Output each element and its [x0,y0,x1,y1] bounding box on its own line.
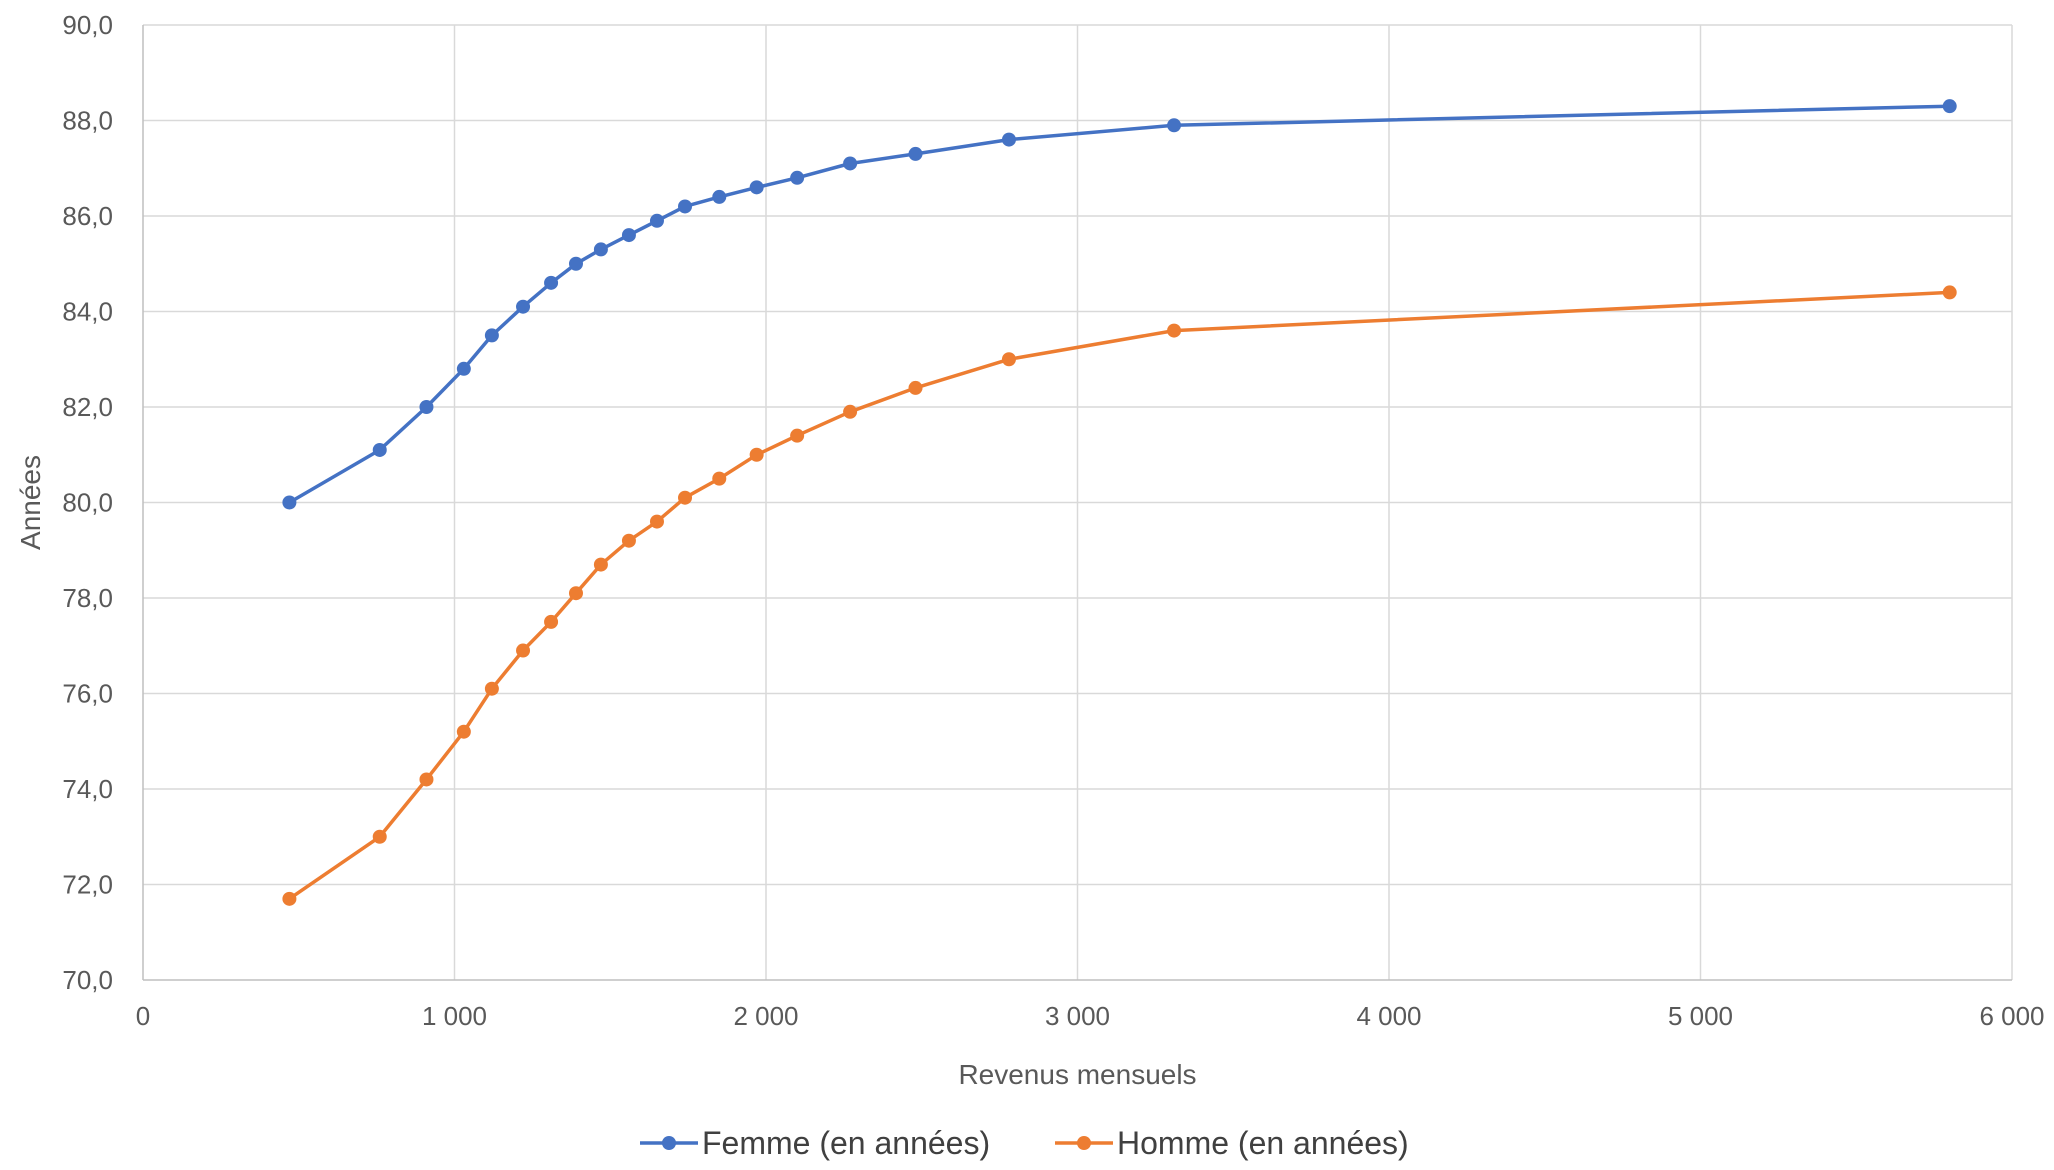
data-point [649,514,664,529]
data-point [593,242,608,257]
data-point [649,213,664,228]
data-point [516,643,531,658]
data-point [1167,323,1182,338]
data-point [678,199,693,214]
y-tick-label: 90,0 [62,10,113,40]
y-tick-label: 72,0 [62,870,113,900]
y-tick-label: 88,0 [62,106,113,136]
y-tick-label: 74,0 [62,774,113,804]
data-point [282,495,297,510]
data-point [484,328,499,343]
data-point [790,428,805,443]
y-tick-label: 82,0 [62,392,113,422]
data-point [419,400,434,414]
x-tick-label: 4 000 [1356,1001,1421,1031]
data-point [843,156,858,171]
data-point [568,586,583,601]
series-1 [282,99,1957,510]
y-tick-label: 78,0 [62,583,113,613]
data-point [1167,118,1182,133]
y-axis-title: Années [15,455,46,550]
legend-item: Femme (en années) [640,1125,990,1161]
x-tick-label: 0 [136,1001,150,1031]
data-point [419,772,434,787]
data-point [1001,132,1016,147]
x-tick-label: 3 000 [1045,1001,1110,1031]
y-tick-label: 86,0 [62,201,113,231]
data-point [372,442,387,457]
legend-marker [662,1136,676,1150]
x-tick-label: 1 000 [422,1001,487,1031]
data-point [1942,285,1957,300]
legend-label: Homme (en années) [1117,1125,1409,1161]
data-point [544,275,559,290]
legend-item: Homme (en années) [1055,1125,1409,1161]
series-layer [282,99,1957,906]
data-point [484,681,499,696]
data-point [372,829,387,844]
data-point [568,256,583,271]
x-tick-label: 6 000 [1979,1001,2044,1031]
data-point [908,146,923,161]
data-point [678,490,693,505]
legend-marker [1077,1136,1091,1150]
data-point [456,724,471,739]
legend-label: Femme (en années) [702,1125,990,1161]
y-tick-label: 80,0 [62,488,113,518]
x-axis-title: Revenus mensuels [958,1059,1196,1090]
data-point [544,614,559,629]
legend: Femme (en années) Homme (en années) [640,1125,1409,1161]
y-tick-label: 70,0 [62,965,113,995]
data-point [712,189,727,204]
data-point [749,180,764,195]
data-point [456,361,471,376]
data-point [790,170,805,185]
data-point [843,404,858,419]
x-tick-label: 2 000 [733,1001,798,1031]
data-point [621,533,636,548]
series-line [288,104,1950,505]
data-point [516,299,531,314]
data-point [593,557,608,572]
x-tick-label: 5 000 [1668,1001,1733,1031]
series-2 [282,285,1957,906]
series-line [288,290,1950,901]
gridlines [143,24,2013,980]
data-point [1001,352,1016,367]
data-point [621,228,636,243]
y-tick-label: 76,0 [62,679,113,709]
data-point [749,447,764,462]
y-tick-label: 84,0 [62,297,113,327]
data-point [712,471,727,486]
data-point [1942,99,1957,114]
data-point [282,891,297,906]
data-point [908,380,923,395]
axes: 70,0 72,0 74,0 76,0 78,0 80,0 82,0 84,0 86,0 88,0… [62,10,2044,1031]
